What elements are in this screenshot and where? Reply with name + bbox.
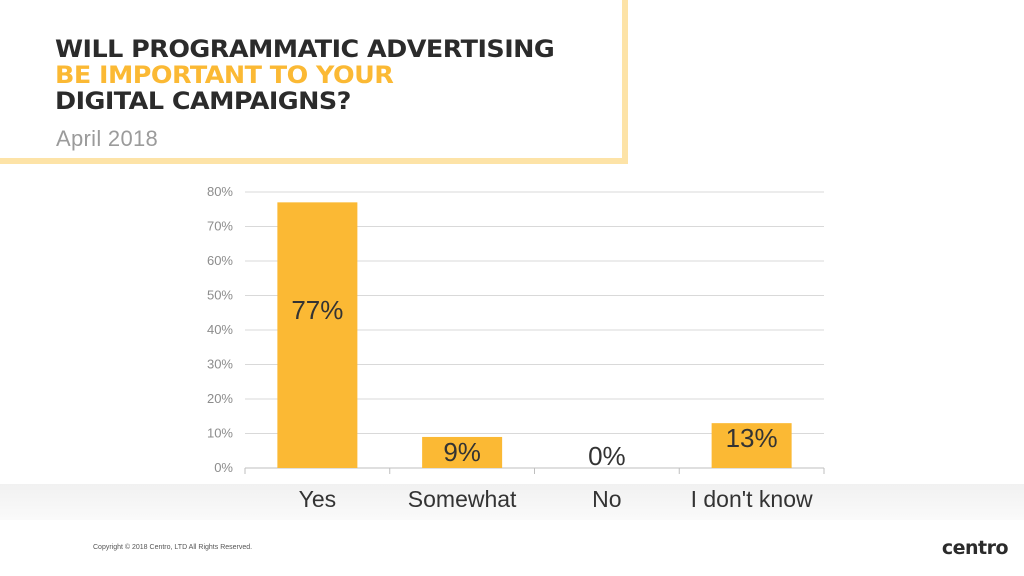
y-tick-label: 40% (207, 322, 233, 337)
category-label: No (592, 486, 621, 512)
data-label: 13% (726, 423, 778, 453)
y-tick-label: 60% (207, 253, 233, 268)
y-tick-label: 0% (214, 460, 233, 475)
data-label: 77% (291, 295, 343, 325)
y-tick-label: 80% (207, 184, 233, 199)
category-label-band (0, 484, 1024, 520)
category-label: Yes (299, 486, 337, 512)
centro-logo: centro (941, 537, 1009, 559)
category-label: Somewhat (408, 486, 517, 512)
y-tick-label: 30% (207, 357, 233, 372)
y-tick-label: 50% (207, 288, 233, 303)
bar (277, 202, 358, 468)
data-label: 0% (588, 441, 626, 471)
bar (711, 423, 792, 468)
y-tick-label: 20% (207, 391, 233, 406)
category-label: I don't know (691, 486, 813, 512)
title-box: WILL PROGRAMMATIC ADVERTISING BE IMPORTA… (0, 0, 628, 164)
title-line-2: BE IMPORTANT TO YOUR (55, 61, 394, 89)
y-tick-label: 70% (207, 219, 233, 234)
copyright-text: Copyright © 2018 Centro, LTD All Rights … (93, 544, 253, 551)
y-tick-label: 10% (207, 426, 233, 441)
title-line-1: WILL PROGRAMMATIC ADVERTISING (55, 35, 555, 63)
subtitle-date: April 2018 (56, 126, 159, 151)
data-label: 9% (443, 437, 481, 467)
bar (422, 436, 503, 468)
title-line-3: DIGITAL CAMPAIGNS? (55, 87, 351, 115)
